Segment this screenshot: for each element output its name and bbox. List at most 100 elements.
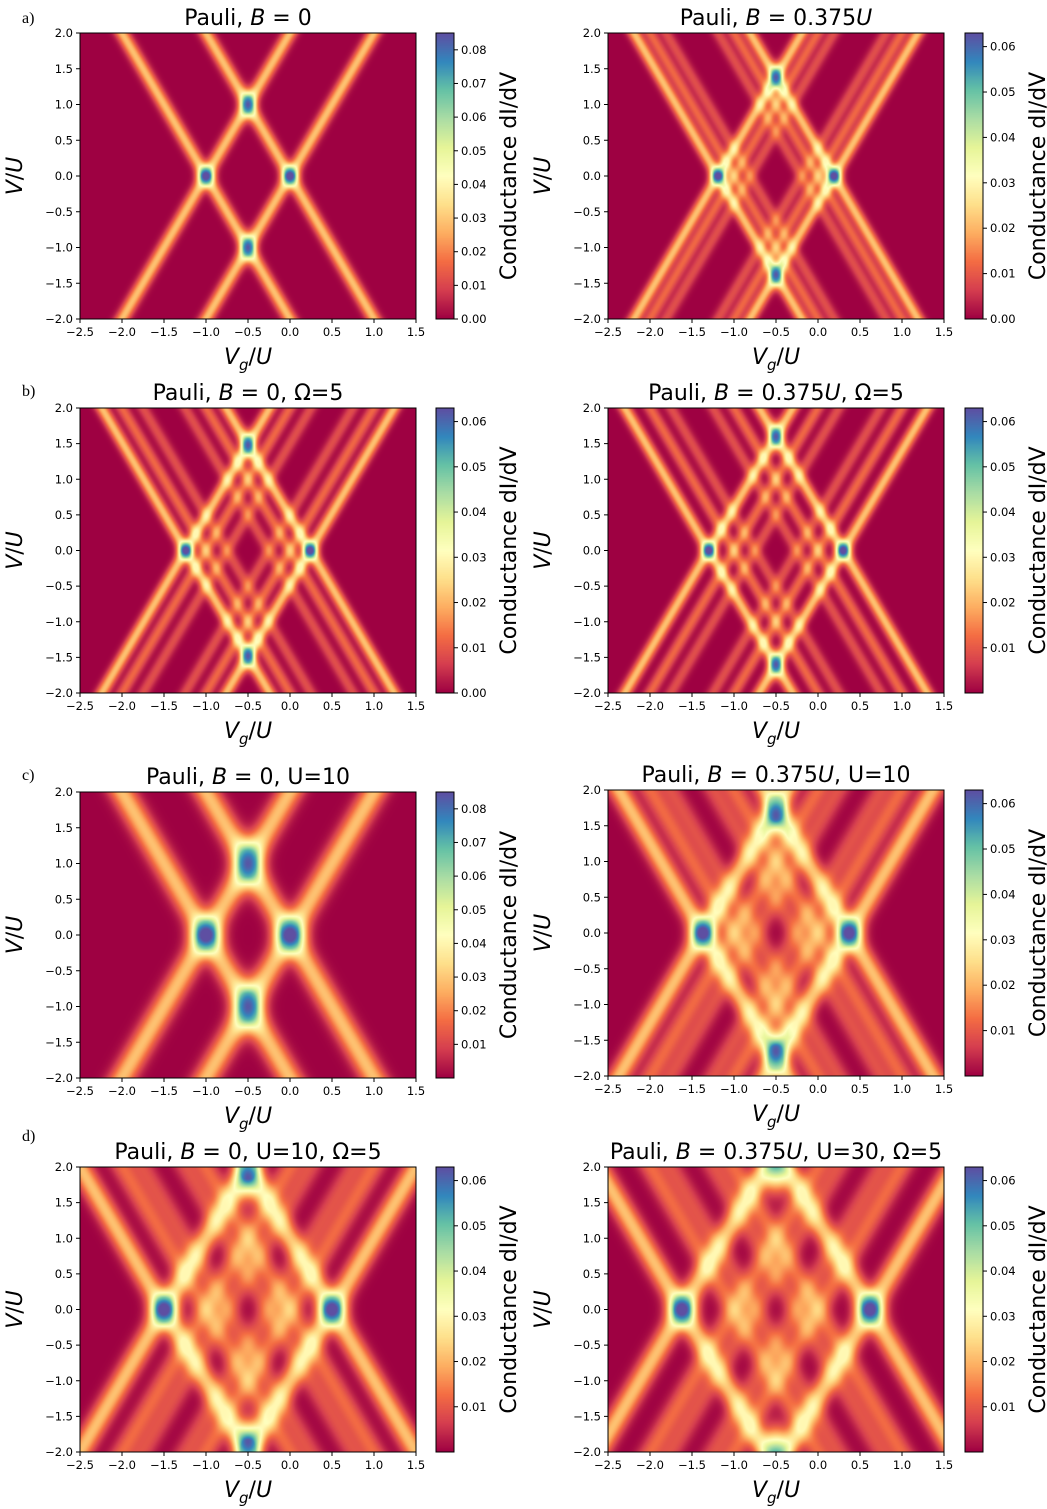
x-axis-label: Vg/U (752, 1102, 800, 1131)
x-tick-label: −2.5 (66, 1458, 94, 1472)
x-tick-label: 0.5 (323, 325, 341, 339)
x-tick-label: −0.5 (234, 699, 262, 713)
colorbar-tick-label: 0.01 (990, 1400, 1016, 1414)
y-tick-label: 0.5 (55, 1267, 73, 1281)
x-tick-label: −1.5 (150, 1458, 178, 1472)
colorbar-tick-label: 0.05 (990, 1219, 1016, 1233)
colorbar-tick-label: 0.03 (461, 550, 487, 564)
x-tick-label: −2.0 (108, 325, 136, 339)
y-tick-label: 1.0 (55, 1231, 73, 1245)
y-tick-label: −1.5 (45, 276, 73, 290)
y-tick-label: 0.5 (583, 133, 601, 147)
x-axis-label: Vg/U (752, 1478, 800, 1507)
heatmap-image (80, 408, 416, 693)
x-tick-label: −0.5 (762, 325, 790, 339)
y-tick-label: 0.0 (583, 169, 601, 183)
x-tick-label: −2.0 (636, 1082, 664, 1096)
colorbar-frame (964, 789, 984, 1077)
x-tick-label: 1.5 (407, 1458, 425, 1472)
x-tick-label: 1.5 (935, 699, 953, 713)
x-tick-label: 1.0 (893, 325, 911, 339)
colorbar-frame (964, 32, 984, 320)
colorbar-tick-label: 0.02 (461, 245, 487, 259)
y-tick-label: 1.0 (583, 1231, 601, 1245)
colorbar-tick-label: 0.05 (990, 85, 1016, 99)
y-tick-label: −1.5 (45, 650, 73, 664)
x-tick-label: 1.0 (365, 1458, 383, 1472)
colorbar (965, 408, 983, 693)
x-tick-label: 0.0 (281, 1458, 299, 1472)
chart-title: Pauli, B = 0.375U, U=30, Ω=5 (610, 1140, 942, 1165)
colorbar-tick-label: 0.05 (461, 144, 487, 158)
y-axis-label: V/U (3, 157, 28, 196)
y-tick-label: −1.5 (45, 1035, 73, 1049)
y-tick-label: 1.5 (583, 1196, 601, 1210)
x-tick-label: −1.0 (192, 699, 220, 713)
x-tick-label: 0.0 (281, 699, 299, 713)
chart-title: Pauli, B = 0.375U, Ω=5 (648, 381, 904, 406)
y-tick-label: 1.0 (583, 98, 601, 112)
y-tick-label: 0.5 (55, 892, 73, 906)
colorbar-tick-label: 0.04 (990, 505, 1016, 519)
colorbar-tick-label: 0.06 (461, 1174, 487, 1188)
x-tick-label: 1.5 (407, 325, 425, 339)
x-tick-label: −0.5 (762, 699, 790, 713)
x-tick-label: −1.0 (192, 1458, 220, 1472)
x-tick-label: 1.5 (935, 325, 953, 339)
x-tick-label: 0.5 (851, 1458, 869, 1472)
colorbar-frame (435, 1166, 455, 1453)
x-tick-label: −2.0 (636, 1458, 664, 1472)
x-tick-label: 0.0 (809, 1458, 827, 1472)
x-tick-label: −1.0 (192, 1084, 220, 1098)
x-tick-label: −1.5 (150, 325, 178, 339)
x-tick-label: −1.5 (150, 699, 178, 713)
colorbar-tick-label: 0.06 (461, 869, 487, 883)
colorbar-tick-label: 0.05 (461, 460, 487, 474)
heatmap-image (80, 33, 416, 319)
x-axis-label: Vg/U (752, 345, 800, 374)
y-axis-label: V/U (3, 1290, 28, 1329)
x-tick-label: −0.5 (762, 1082, 790, 1096)
y-tick-label: −2.0 (573, 1445, 601, 1459)
y-tick-label: 0.0 (583, 544, 601, 558)
colorbar-tick-label: 0.02 (461, 1004, 487, 1018)
x-tick-label: −0.5 (762, 1458, 790, 1472)
colorbar-frame (435, 32, 455, 320)
x-tick-label: −1.5 (150, 1084, 178, 1098)
y-tick-label: 0.5 (583, 508, 601, 522)
x-tick-label: 1.5 (407, 1084, 425, 1098)
x-tick-label: 1.0 (893, 699, 911, 713)
x-axis-label: Vg/U (224, 1478, 272, 1507)
colorbar-tick-label: 0.06 (990, 1174, 1016, 1188)
colorbar-tick-label: 0.08 (461, 802, 487, 816)
y-tick-label: 2.0 (583, 783, 601, 797)
y-tick-label: −1.0 (573, 1374, 601, 1388)
y-axis-label: V/U (531, 1290, 556, 1329)
heatmap-image (80, 792, 416, 1078)
y-tick-label: 1.0 (583, 855, 601, 869)
heatmap-image (608, 408, 944, 693)
x-tick-label: 0.5 (323, 699, 341, 713)
heatmap-image (80, 1167, 416, 1452)
colorbar-tick-label: 0.03 (990, 176, 1016, 190)
x-tick-label: −1.5 (678, 325, 706, 339)
x-tick-label: 1.0 (365, 325, 383, 339)
chart-title: Pauli, B = 0, U=10, Ω=5 (114, 1140, 381, 1165)
y-tick-label: 1.5 (583, 62, 601, 76)
x-axis-label: Vg/U (224, 1104, 272, 1133)
colorbar-label: Conductance dI/dV (1026, 829, 1047, 1037)
y-tick-label: 0.0 (55, 169, 73, 183)
colorbar-tick-label: 0.06 (990, 415, 1016, 429)
x-tick-label: 0.5 (851, 699, 869, 713)
x-tick-label: −2.5 (66, 699, 94, 713)
x-tick-label: −2.5 (66, 325, 94, 339)
y-tick-label: −2.0 (573, 312, 601, 326)
colorbar-tick-label: 0.04 (990, 130, 1016, 144)
chart-title: Pauli, B = 0.375U (680, 6, 873, 31)
x-tick-label: 0.0 (809, 1082, 827, 1096)
y-tick-label: 0.5 (55, 508, 73, 522)
x-tick-label: −0.5 (234, 1084, 262, 1098)
colorbar-tick-label: 0.04 (990, 887, 1016, 901)
